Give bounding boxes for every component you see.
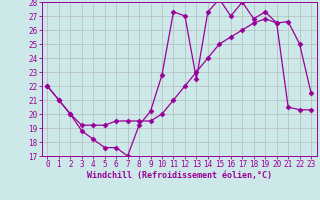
X-axis label: Windchill (Refroidissement éolien,°C): Windchill (Refroidissement éolien,°C) [87,171,272,180]
